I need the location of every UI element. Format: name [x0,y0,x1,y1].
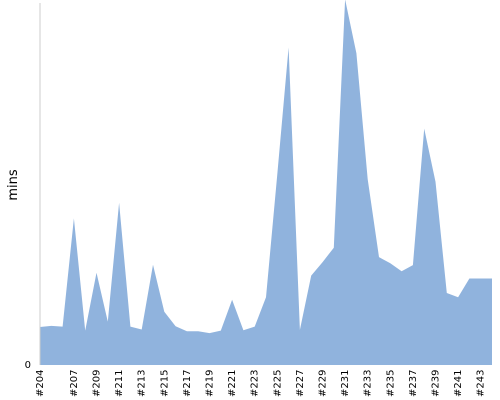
x-tick-label: #207 [69,370,80,397]
x-tick-label: #227 [295,370,306,397]
x-tick-label: #235 [385,370,396,397]
x-tick-label: #231 [340,370,351,397]
x-tick-label: #223 [250,370,261,397]
x-tick-label: #211 [114,370,125,397]
y-axis-ticks: 0 [25,360,31,371]
x-tick-label: #225 [272,370,283,397]
x-tick-label: #215 [159,370,170,397]
x-tick-label: #239 [431,370,442,397]
y-axis-title: mins [6,169,21,201]
x-tick-label: #241 [453,370,464,397]
x-tick-label: #209 [92,370,103,397]
x-tick-label: #243 [476,370,487,397]
x-tick-label: #221 [227,370,238,397]
x-tick-label: #204 [35,370,46,397]
x-tick-label: #213 [137,370,148,397]
y-tick-label: 0 [25,360,31,371]
x-tick-label: #219 [205,370,216,397]
x-tick-label: #229 [318,370,329,397]
x-tick-label: #237 [408,370,419,397]
x-tick-label: #217 [182,370,193,397]
x-tick-label: #233 [363,370,374,397]
x-axis-ticks: #204 #207 #209 #211 #213 #215 #217 #219 #221 #223… [35,370,487,397]
area-series-fill [40,0,492,365]
